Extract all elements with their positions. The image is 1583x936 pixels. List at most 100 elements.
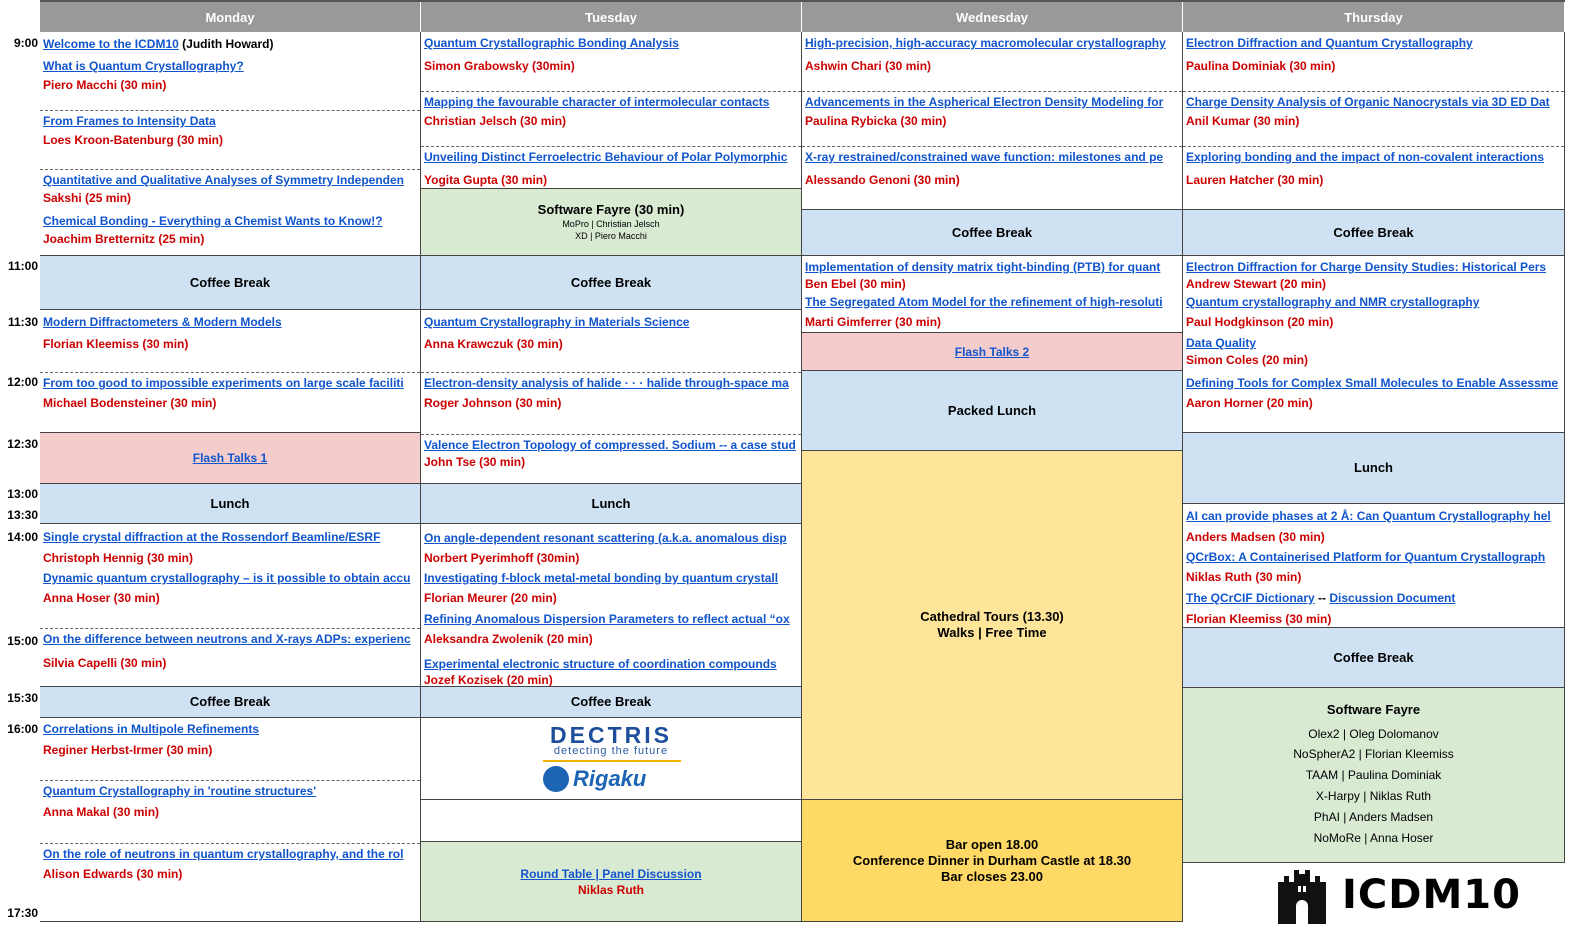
talk-link[interactable]: Chemical Bonding - Everything a Chemist … bbox=[43, 214, 383, 228]
talk-link[interactable]: The Segregated Atom Model for the refine… bbox=[805, 295, 1163, 309]
talk-link[interactable]: Refining Anomalous Dispersion Parameters… bbox=[424, 612, 790, 626]
separator bbox=[421, 434, 801, 435]
speaker: Anna Krawczuk (30 min) bbox=[424, 337, 563, 351]
cell-title: Coffee Break bbox=[570, 694, 652, 709]
schedule-cell: Quantum Crystallography in Materials Sci… bbox=[421, 310, 802, 484]
cell-line: Walks | Free Time bbox=[937, 625, 1047, 640]
talk-title-row: Valence Electron Topology of compressed.… bbox=[424, 437, 801, 453]
talk-link[interactable]: Implementation of density matrix tight-b… bbox=[805, 260, 1161, 274]
schedule-cell: Welcome to the ICDM10 (Judith Howard) Wha… bbox=[40, 32, 421, 256]
talk-note: (Judith Howard) bbox=[182, 37, 274, 51]
sponsor-tagline: detecting the future bbox=[553, 745, 669, 757]
talk-link[interactable]: Quantum Crystallography in Materials Sci… bbox=[424, 315, 690, 329]
talk-link[interactable]: Defining Tools for Complex Small Molecul… bbox=[1186, 376, 1559, 390]
talk-title-row: Refining Anomalous Dispersion Parameters… bbox=[424, 611, 801, 627]
speaker: Florian Kleemiss (30 min) bbox=[43, 337, 189, 351]
talk-link[interactable]: Investigating f-block metal-metal bondin… bbox=[424, 571, 779, 585]
talk-title-row: Quantitative and Qualitative Analyses of… bbox=[43, 172, 420, 188]
speaker: Paulina Dominiak (30 min) bbox=[1186, 59, 1336, 73]
schedule-cell: Correlations in Multipole Refinements Reg… bbox=[40, 718, 421, 922]
cell-title: Coffee Break bbox=[570, 274, 652, 290]
talk-link[interactable]: Electron Diffraction and Quantum Crystal… bbox=[1186, 36, 1473, 50]
talk-link[interactable]: Electron Diffraction for Charge Density … bbox=[1186, 260, 1547, 274]
talk-link[interactable]: Quantitative and Qualitative Analyses of… bbox=[43, 173, 404, 187]
time-label: 17:30 bbox=[7, 906, 38, 920]
schedule-cell: Packed Lunch bbox=[802, 371, 1183, 451]
speaker: John Tse (30 min) bbox=[424, 455, 526, 469]
separator bbox=[40, 110, 420, 111]
day-header: Monday bbox=[40, 2, 421, 32]
speaker: Loes Kroon-Batenburg (30 min) bbox=[43, 133, 224, 147]
schedule-cell: Coffee Break bbox=[421, 687, 802, 718]
talk-link[interactable]: Unveiling Distinct Ferroelectric Behavio… bbox=[424, 150, 788, 164]
talk-link[interactable]: Exploring bonding and the impact of non-… bbox=[1186, 150, 1545, 164]
talk-link[interactable]: The QCrCIF Dictionary bbox=[1186, 591, 1315, 605]
talk-link[interactable]: X-ray restrained/constrained wave functi… bbox=[805, 150, 1164, 164]
cell-title: Coffee Break bbox=[189, 694, 271, 709]
schedule-cell: AI can provide phases at 2 Å: Can Quantu… bbox=[1183, 504, 1565, 628]
cell-line: Bar open 18.00 bbox=[945, 836, 1039, 852]
talk-link[interactable]: Data Quality bbox=[1186, 336, 1257, 350]
top-rule bbox=[40, 0, 1565, 2]
talk-link[interactable]: Charge Density Analysis of Organic Nanoc… bbox=[1186, 95, 1550, 109]
talk-link[interactable]: Valence Electron Topology of compressed.… bbox=[424, 438, 796, 452]
speaker: Anna Makal (30 min) bbox=[43, 805, 160, 819]
cell-line: Conference Dinner in Durham Castle at 18… bbox=[852, 852, 1132, 868]
speaker: Aaron Horner (20 min) bbox=[1186, 396, 1313, 410]
speaker: Roger Johnson (30 min) bbox=[424, 396, 562, 410]
talk-link[interactable]: From too good to impossible experiments … bbox=[43, 376, 404, 390]
talk-link[interactable]: Modern Diffractometers & Modern Models bbox=[43, 315, 282, 329]
cell-title: Cathedral Tours (13.30) bbox=[920, 609, 1064, 624]
talk-title-row: Chemical Bonding - Everything a Chemist … bbox=[43, 213, 420, 229]
talk-title-row: From too good to impossible experiments … bbox=[43, 375, 420, 391]
talk-link[interactable]: High-precision, high-accuracy macromolec… bbox=[805, 36, 1166, 50]
cell-title[interactable]: Flash Talks 2 bbox=[954, 344, 1030, 359]
talk-link[interactable]: Dynamic quantum crystallography – is it … bbox=[43, 571, 411, 585]
speaker: Norbert Pyerimhoff (30min) bbox=[424, 551, 580, 565]
talk-title-row: What is Quantum Crystallography? bbox=[43, 58, 420, 74]
cell-title: Software Fayre bbox=[1326, 701, 1421, 717]
talk-link[interactable]: Quantum Crystallographic Bonding Analysi… bbox=[424, 36, 679, 50]
talk-link[interactable]: On angle-dependent resonant scattering (… bbox=[424, 531, 787, 545]
separator bbox=[802, 146, 1182, 147]
speaker: Yogita Gupta (30 min) bbox=[424, 173, 548, 187]
time-label: 12:30 bbox=[7, 437, 38, 451]
cell-title: Lunch bbox=[210, 495, 250, 511]
cell-title[interactable]: Round Table | Panel Discussion bbox=[520, 866, 702, 881]
schedule-cell: High-precision, high-accuracy macromolec… bbox=[802, 32, 1183, 210]
talk-link[interactable]: On the role of neutrons in quantum cryst… bbox=[43, 847, 404, 861]
talk-link[interactable]: QCrBox: A Containerised Platform for Qua… bbox=[1186, 550, 1546, 564]
talk-title-row: Unveiling Distinct Ferroelectric Behavio… bbox=[424, 149, 801, 165]
divider bbox=[543, 760, 681, 762]
separator bbox=[421, 146, 801, 147]
talk-link[interactable]: Electron-density analysis of halide · · … bbox=[424, 376, 789, 390]
time-label: 14:00 bbox=[7, 530, 38, 544]
schedule-cell: Bar open 18.00 Conference Dinner in Durha… bbox=[802, 800, 1183, 922]
talk-link[interactable]: From Frames to Intensity Data bbox=[43, 114, 216, 128]
schedule-cell: Software Fayre Olex2 | Oleg Dolomanov NoSp… bbox=[1183, 688, 1565, 863]
talk-title-row: Correlations in Multipole Refinements bbox=[43, 721, 420, 737]
talk-link[interactable]: Advancements in the Aspherical Electron … bbox=[805, 95, 1164, 109]
speaker: Christian Jelsch (30 min) bbox=[424, 114, 567, 128]
talk-link[interactable]: Single crystal diffraction at the Rossen… bbox=[43, 530, 381, 544]
talk-link[interactable]: What is Quantum Crystallography? bbox=[43, 59, 244, 73]
talk-link[interactable]: Quantum Crystallography in 'routine stru… bbox=[43, 784, 317, 798]
talk-link[interactable]: Correlations in Multipole Refinements bbox=[43, 722, 260, 736]
talk-link[interactable]: Quantum crystallography and NMR crystall… bbox=[1186, 295, 1480, 309]
schedule-cell: Cathedral Tours (13.30) Walks | Free Time bbox=[802, 451, 1183, 800]
speaker: Sakshi (25 min) bbox=[43, 191, 132, 205]
talk-link[interactable]: Experimental electronic structure of coo… bbox=[424, 657, 777, 671]
cell-title[interactable]: Flash Talks 1 bbox=[192, 451, 268, 465]
cell-title: Software Fayre (30 min) bbox=[537, 202, 685, 217]
sponsor-name: Rigaku bbox=[573, 766, 647, 791]
talk-link[interactable]: Welcome to the ICDM10 bbox=[43, 37, 179, 51]
talk-link[interactable]: On the difference between neutrons and X… bbox=[43, 632, 411, 646]
talk-link[interactable]: Mapping the favourable character of inte… bbox=[424, 95, 770, 109]
schedule-cell: Lunch bbox=[1183, 433, 1565, 504]
talk-title-row: Electron-density analysis of halide · · … bbox=[424, 375, 801, 391]
schedule-cell: Quantum Crystallographic Bonding Analysi… bbox=[421, 32, 802, 189]
talk-link[interactable]: AI can provide phases at 2 Å: Can Quantu… bbox=[1186, 509, 1551, 523]
talk-title-row: The QCrCIF Dictionary -- Discussion Docu… bbox=[1186, 590, 1564, 606]
cell-line: MoPro | Christian Jelsch bbox=[562, 219, 660, 229]
talk-link[interactable]: Discussion Document bbox=[1329, 591, 1456, 605]
